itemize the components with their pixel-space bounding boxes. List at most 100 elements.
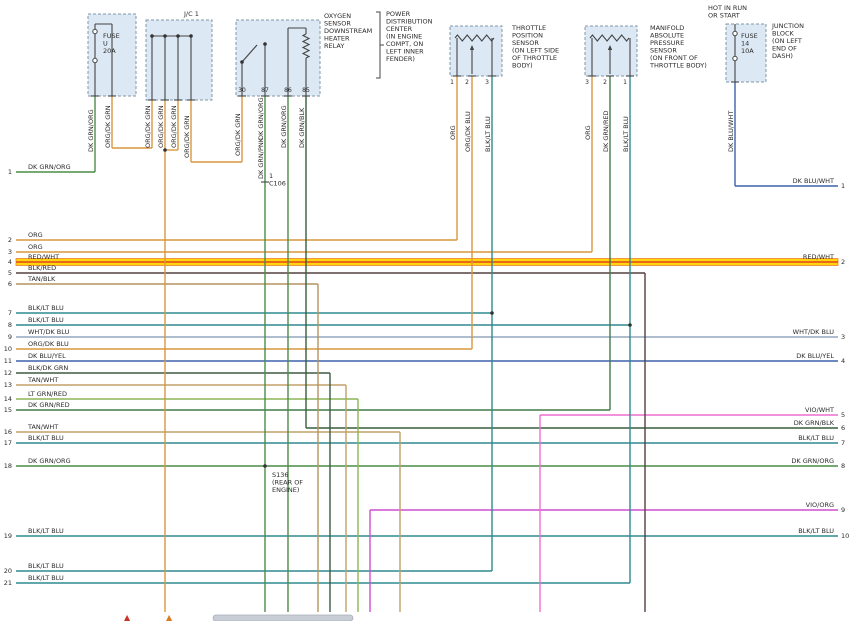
wire-label: BLK/LT BLU: [798, 527, 834, 535]
jc1-label: J/C 1: [183, 10, 199, 18]
junction-block-label: (ON LEFT: [772, 37, 802, 45]
row-number-left: 14: [4, 395, 12, 403]
fuse-14-icon: [732, 55, 738, 62]
row-number-left: 10: [4, 345, 12, 353]
row-number-left: 4: [8, 258, 12, 266]
row-number-left: 7: [8, 309, 12, 317]
junction-block-label: JUNCTION: [771, 22, 804, 30]
fuse-u-label: U: [103, 40, 108, 48]
power-distribution-center-label: (IN ENGINE: [386, 33, 422, 41]
bottom-scrollbar-thumb[interactable]: [212, 614, 354, 621]
wire-label: VIO/WHT: [805, 406, 834, 414]
wire-label: BLK/LT BLU: [28, 527, 64, 535]
pin-number: 3: [585, 79, 589, 86]
wire-label: BLK/LT BLU: [28, 434, 64, 442]
wire-label: TAN/WHT: [27, 423, 58, 431]
fuse-14-label: 14: [741, 40, 749, 48]
throttle-position-sensor-label: THROTTLE: [511, 24, 546, 32]
row-number-right: 3: [841, 333, 845, 341]
pdc-bracket: [376, 11, 384, 79]
wire-label: ORG: [28, 231, 43, 239]
wire-label: BLK/DK GRN: [28, 364, 68, 372]
junction-block-label: END OF: [772, 45, 797, 53]
wire-label-vertical: BLK/LT BLU: [622, 116, 630, 152]
wire-label: BLK/LT BLU: [28, 304, 64, 312]
wire-label-vertical: ORG/DK GRN: [144, 105, 152, 148]
wire-label: BLK/LT BLU: [798, 434, 834, 442]
hot-in-run-label: OR START: [708, 12, 740, 20]
oxygen-sensor-relay-box: [235, 19, 321, 97]
junction-dot: [150, 34, 154, 38]
wire-label: DK GRN/RED: [28, 401, 70, 409]
s136-splice-label: ENGINE): [272, 486, 299, 494]
row-number-left: 16: [4, 428, 12, 436]
wire-label-vertical: DK GRN/BLK: [298, 107, 306, 148]
power-distribution-center-label: DISTRIBUTION: [386, 18, 433, 26]
row-number-left: 18: [4, 462, 12, 470]
wire-label: ORG: [28, 243, 43, 251]
wire-label: DK GRN/ORG: [28, 457, 71, 465]
hot-in-run-label: HOT IN RUN: [708, 4, 747, 12]
row-number-left: 19: [4, 532, 12, 540]
row-number-left: 9: [8, 333, 12, 341]
pin-number: 86: [284, 87, 292, 94]
wire-label-vertical: ORG: [584, 125, 592, 140]
row-number-left: 20: [4, 567, 12, 575]
wire-label-vertical: ORG/DK GRN: [234, 113, 242, 156]
junction-dot: [163, 148, 167, 152]
wire-label: ORG/DK BLU: [28, 340, 69, 348]
throttle-position-sensor-label: (ON LEFT SIDE: [512, 47, 559, 55]
wire-label: DK BLU/YEL: [28, 352, 66, 360]
s136-splice-label: (REAR OF: [272, 479, 303, 487]
row-number-right: 5: [841, 411, 845, 419]
tps-resistor-icon: [454, 34, 495, 42]
row-number-right: 10: [841, 532, 849, 540]
map-resistor-icon: [589, 34, 630, 42]
bottom-artifact-red-icon: ▲: [124, 613, 131, 621]
row-number-left: 2: [8, 236, 12, 244]
throttle-position-sensor-label: SENSOR: [512, 39, 539, 47]
tps-wiper-arrow-icon: [469, 45, 475, 50]
pin-number: 2: [465, 79, 469, 86]
bottom-strip: [0, 612, 852, 621]
row-number-left: 15: [4, 406, 12, 414]
row-number-left: 8: [8, 321, 12, 329]
map-sensor-label: THROTTLE BODY): [649, 62, 707, 70]
row-number-left: 6: [8, 280, 12, 288]
junction-dot: [490, 311, 494, 315]
fuse-u-label: 20A: [103, 47, 116, 55]
wire-label: DK BLU/YEL: [796, 352, 834, 360]
fuse-u-label: FUSE: [103, 32, 120, 40]
map-sensor-label: SENSOR: [650, 47, 677, 55]
oxygen-sensor-relay-label: DOWNSTREAM: [324, 27, 372, 35]
wire-label-vertical: DK GRN/PNK: [257, 137, 265, 179]
throttle-position-sensor-label: BODY): [512, 62, 533, 70]
c106-connector-label: 1: [269, 172, 273, 180]
junction-dot: [176, 34, 180, 38]
row-number-left: 3: [8, 248, 12, 256]
row-number-left: 12: [4, 369, 12, 377]
map-wiper-arrow-icon: [607, 45, 613, 50]
wire-label: WHT/DK BLU: [28, 328, 70, 336]
junction-block-label: DASH): [772, 52, 793, 60]
wire-label: TAN/WHT: [27, 376, 58, 384]
wire-label: BLK/LT BLU: [28, 316, 64, 324]
throttle-position-sensor-label: OF THROTTLE: [512, 54, 557, 62]
row-number-right: 9: [841, 506, 845, 514]
junction-dot: [240, 60, 244, 64]
power-distribution-center-label: LEFT INNER: [386, 48, 424, 56]
wire-label: BLK/RED: [28, 264, 56, 272]
row-number-left: 11: [4, 357, 12, 365]
junction-dot: [263, 42, 267, 46]
wire-label-vertical: ORG/DK BLU: [464, 111, 472, 152]
row-number-right: 7: [841, 439, 845, 447]
wire-label-vertical: ORG/DK GRN: [170, 105, 178, 148]
map-sensor-box: [584, 25, 638, 77]
row-number-left: 5: [8, 269, 12, 277]
wire-label: DK GRN/BLK: [794, 419, 835, 427]
wire-label: DK GRN/ORG: [28, 163, 71, 171]
wire-label: WHT/DK BLU: [793, 328, 835, 336]
row-number-right: 2: [841, 258, 845, 266]
pin-number: 3: [485, 79, 489, 86]
